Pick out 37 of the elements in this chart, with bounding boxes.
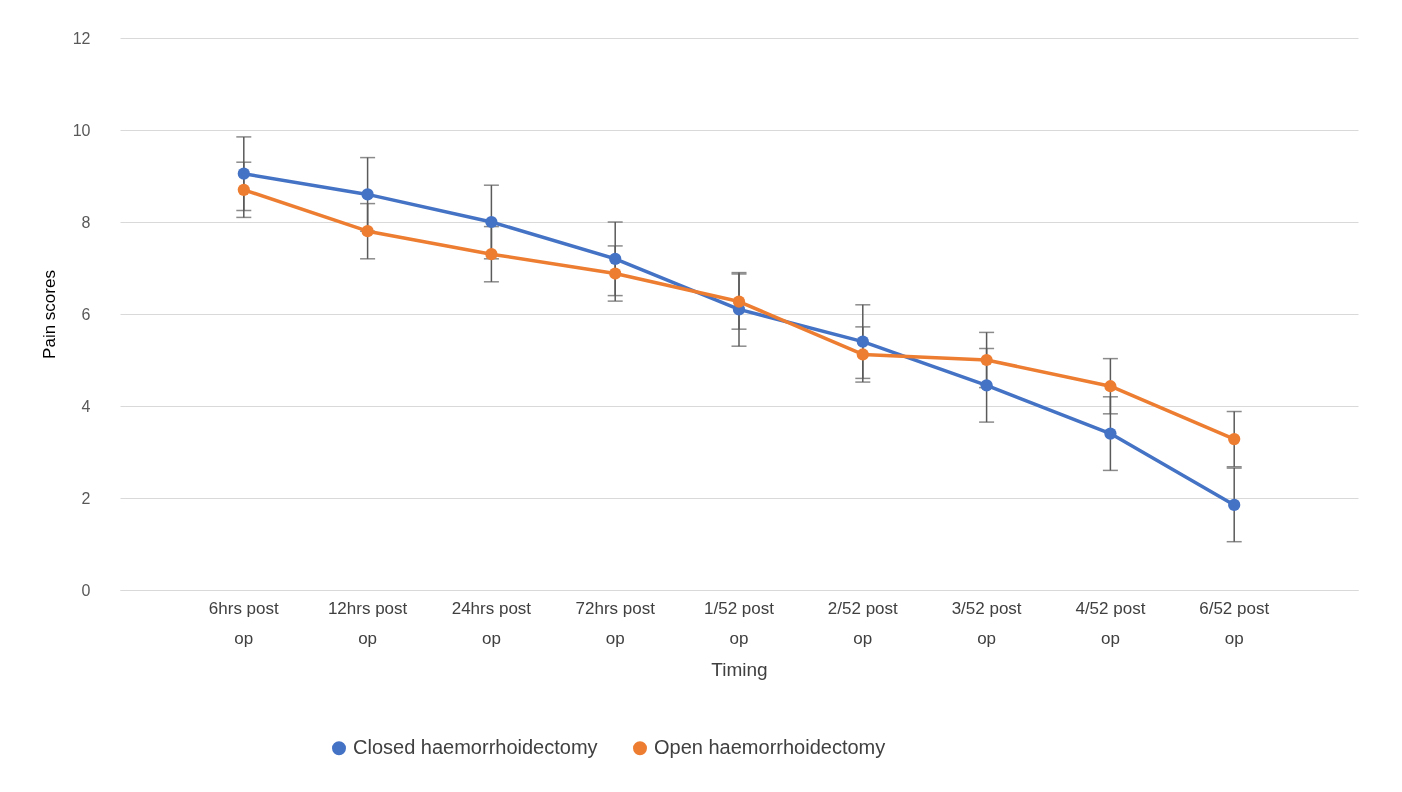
point bbox=[732, 295, 746, 308]
x-tick-label: 72hrs post op bbox=[575, 598, 656, 648]
x-tick-label: 6/52 post op bbox=[1199, 598, 1270, 648]
point bbox=[1228, 433, 1241, 446]
y-tick-label: 4 bbox=[81, 397, 91, 415]
point bbox=[361, 188, 374, 201]
x-tick-label: 1/52 post op bbox=[704, 598, 775, 648]
point bbox=[1104, 380, 1117, 393]
point bbox=[609, 252, 622, 265]
point bbox=[485, 215, 498, 229]
x-tick-label: 4/52 post op bbox=[1075, 598, 1146, 648]
x-tick-label: 12hrs post op bbox=[327, 598, 408, 648]
point bbox=[361, 225, 374, 238]
x-tick-label: 3/52 post op bbox=[951, 598, 1022, 648]
legend-label: Open haemorrhoidectomy bbox=[654, 736, 886, 759]
point bbox=[237, 167, 250, 180]
point bbox=[609, 267, 622, 280]
y-tick-label: 2 bbox=[81, 489, 91, 507]
y-axis-title: Pain scores bbox=[39, 270, 59, 359]
y-tick-label: 6 bbox=[81, 305, 91, 323]
point bbox=[856, 335, 869, 348]
y-tick-label: 8 bbox=[81, 213, 91, 231]
point bbox=[980, 353, 993, 367]
point bbox=[1104, 427, 1117, 440]
x-tick-label: 24hrs post op bbox=[451, 598, 532, 648]
y-tick-label: 10 bbox=[72, 121, 91, 139]
point bbox=[1228, 498, 1241, 512]
y-tick-label: 0 bbox=[81, 581, 91, 599]
x-tick-label: 2/52 post op bbox=[827, 598, 899, 648]
y-tick-label: 12 bbox=[72, 29, 91, 47]
point bbox=[237, 183, 250, 196]
legend-label: Closed haemorrhoidectomy bbox=[353, 736, 598, 759]
point bbox=[856, 348, 869, 361]
x-tick-label: 6hrs post op bbox=[208, 598, 280, 648]
point bbox=[485, 248, 498, 261]
point bbox=[980, 379, 993, 392]
x-axis-title: Timing bbox=[711, 658, 768, 680]
